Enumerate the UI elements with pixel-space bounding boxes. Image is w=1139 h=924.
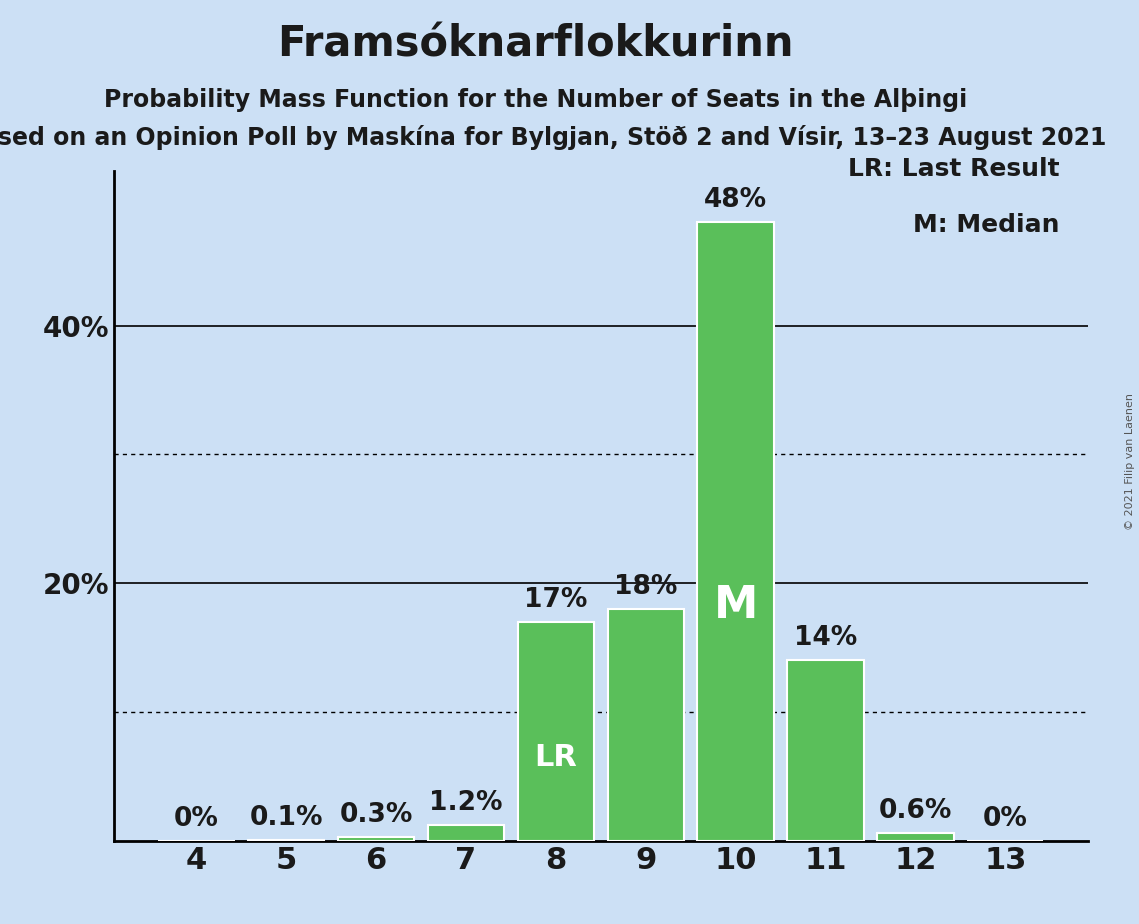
Text: LR: LR: [534, 743, 577, 772]
Text: M: Median: M: Median: [912, 213, 1059, 237]
Text: 48%: 48%: [704, 188, 768, 213]
Text: 0%: 0%: [983, 806, 1027, 832]
Bar: [428, 825, 505, 841]
Bar: [338, 837, 415, 841]
Text: LR: Last Result: LR: Last Result: [847, 157, 1059, 181]
Bar: [787, 661, 863, 841]
Bar: [697, 223, 773, 841]
Text: 18%: 18%: [614, 574, 678, 600]
Bar: [877, 833, 953, 841]
Text: 14%: 14%: [794, 626, 858, 651]
Text: 0.1%: 0.1%: [249, 805, 323, 831]
Text: 0.3%: 0.3%: [339, 802, 412, 828]
Text: 17%: 17%: [524, 587, 588, 613]
Text: 1.2%: 1.2%: [429, 790, 502, 817]
Text: 0.6%: 0.6%: [878, 798, 952, 824]
Text: 0%: 0%: [174, 806, 219, 832]
Bar: [248, 840, 325, 841]
Bar: [518, 622, 595, 841]
Text: Framsóknarflokkurinn: Framsóknarflokkurinn: [277, 23, 794, 65]
Bar: [607, 609, 683, 841]
Text: © 2021 Filip van Laenen: © 2021 Filip van Laenen: [1125, 394, 1134, 530]
Text: Based on an Opinion Poll by Maskína for Bylgjan, Stöð 2 and Vísir, 13–23 August : Based on an Opinion Poll by Maskína for …: [0, 125, 1106, 150]
Text: Probability Mass Function for the Number of Seats in the Alþingi: Probability Mass Function for the Number…: [104, 88, 967, 112]
Text: M: M: [713, 584, 757, 627]
